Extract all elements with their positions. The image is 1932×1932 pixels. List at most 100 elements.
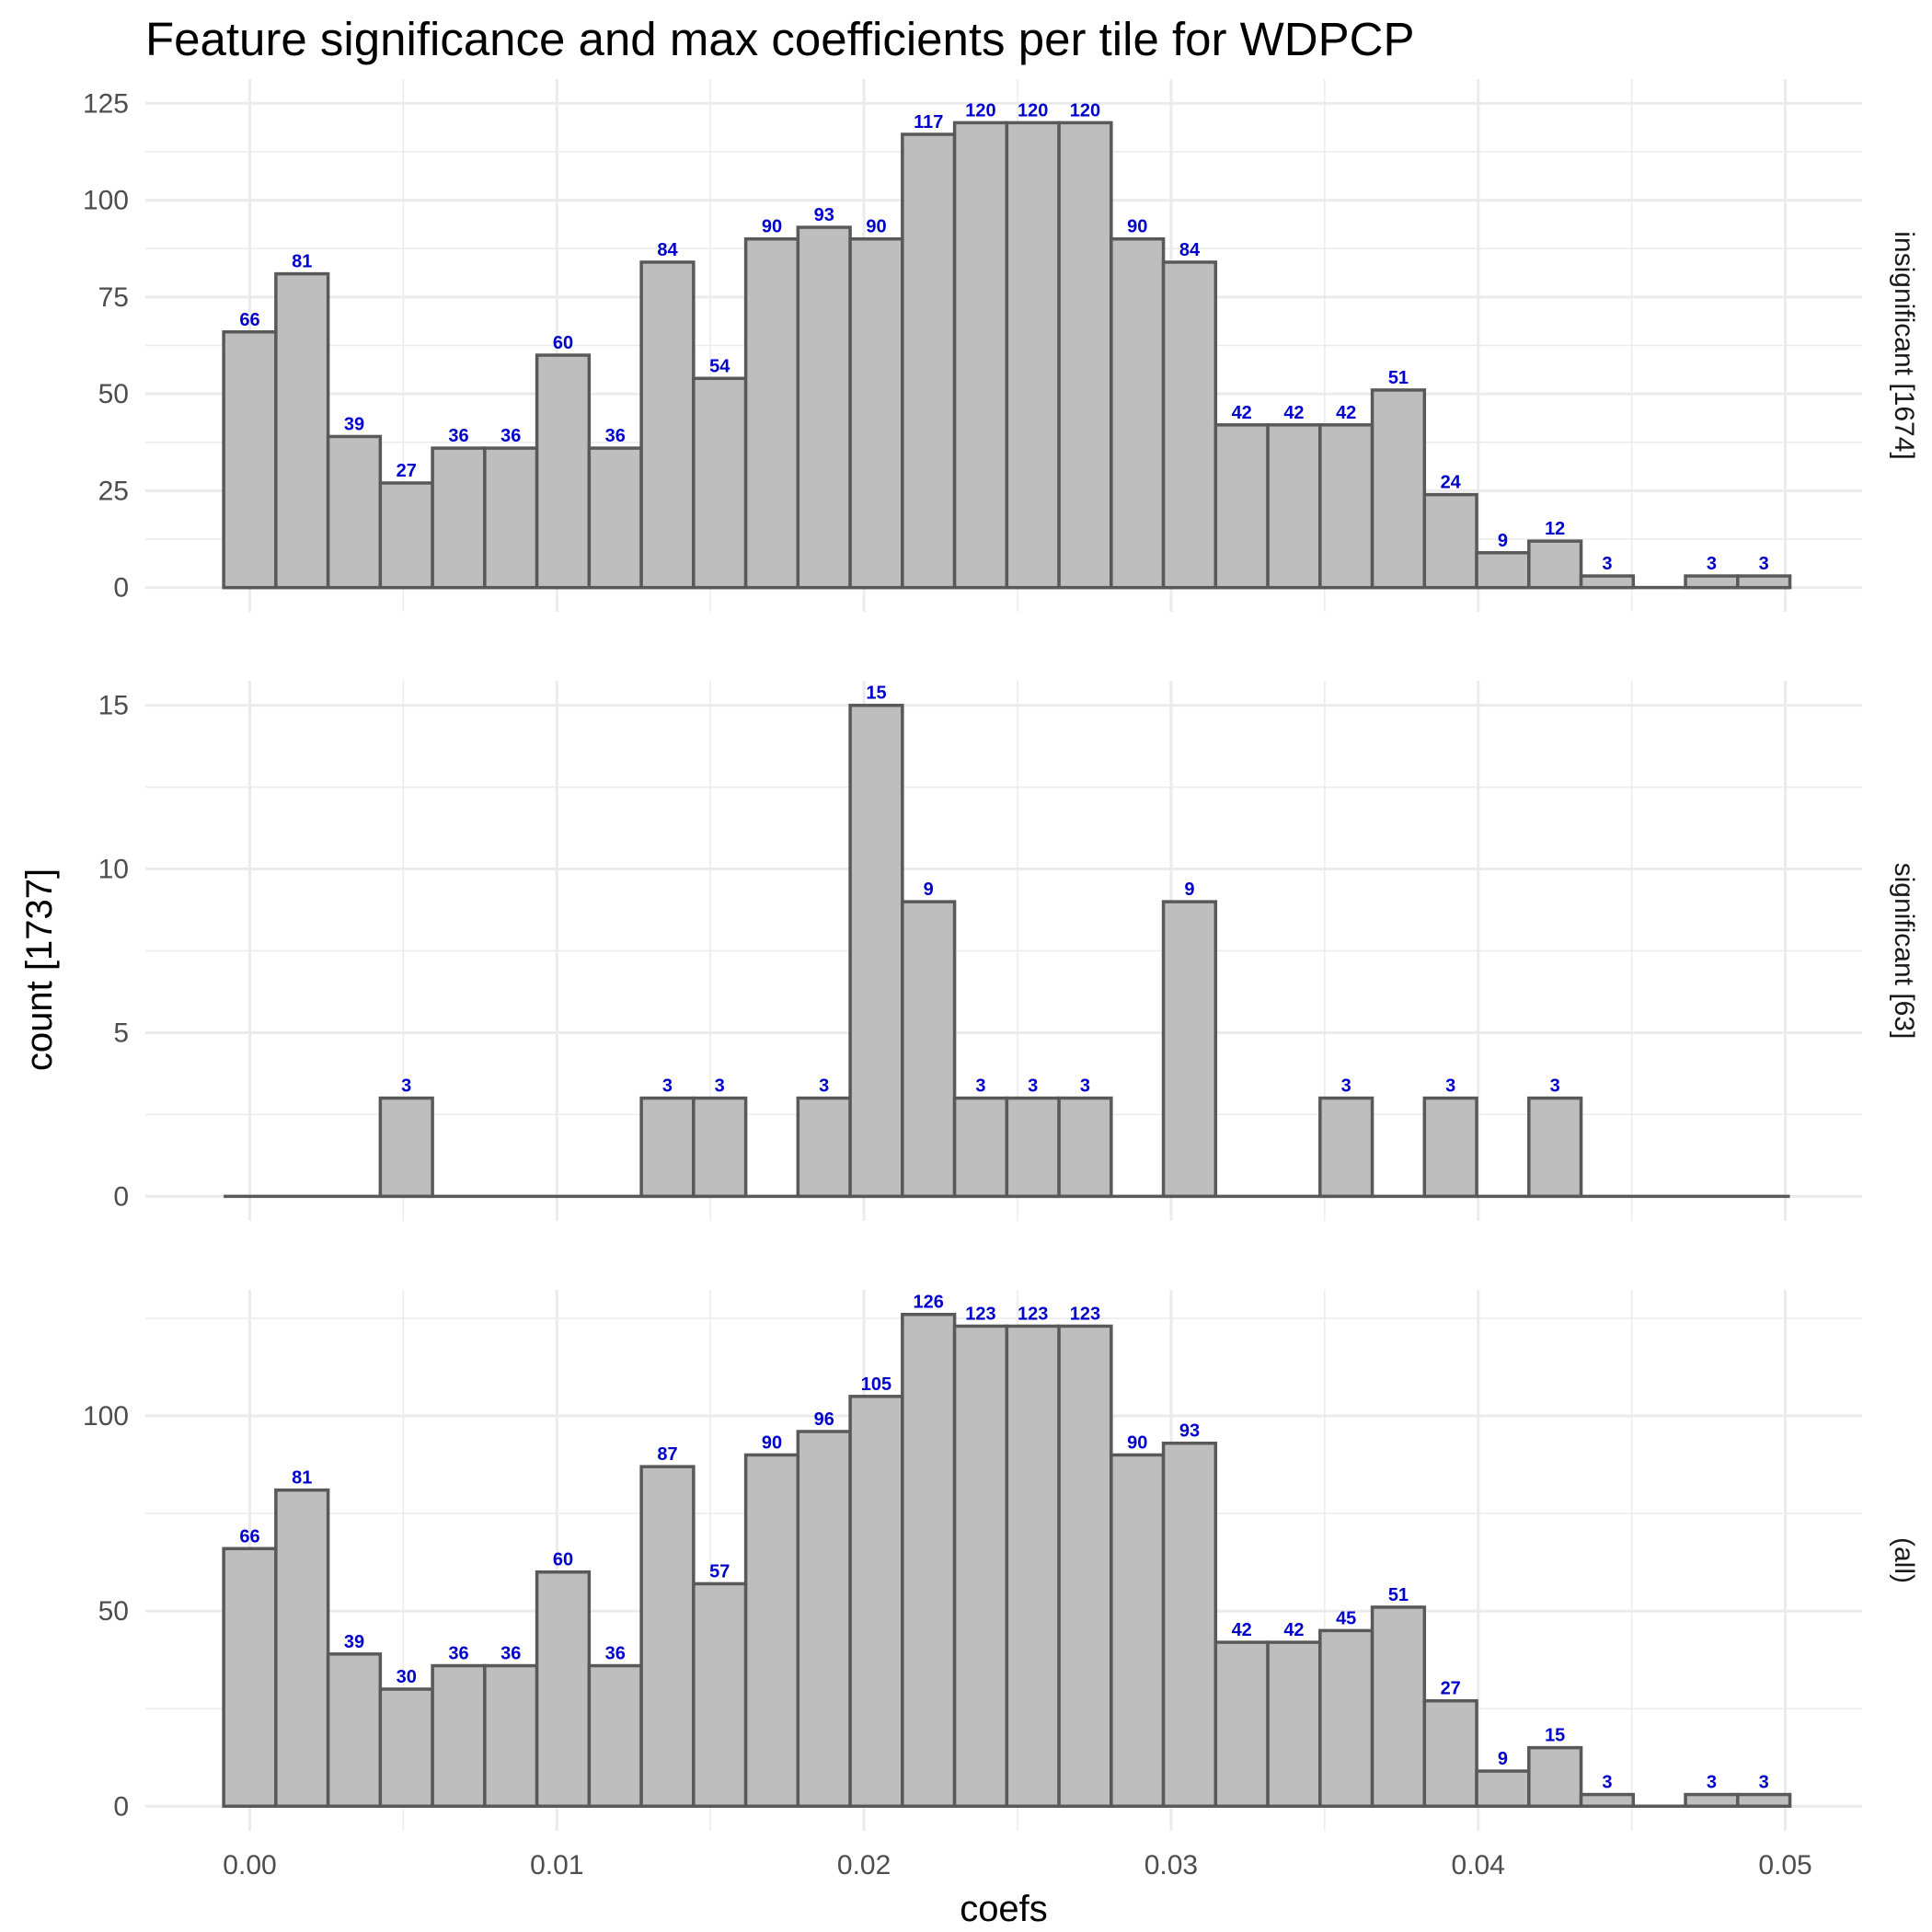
bar-count-label: 36 [448, 1644, 468, 1664]
bar-count-label: 12 [1545, 519, 1565, 539]
histogram-bar [639, 1465, 696, 1809]
histogram-bar [848, 1395, 904, 1809]
histogram-bar [952, 1096, 1009, 1199]
bar-count-label: 36 [500, 426, 521, 446]
x-tick-label: 0.01 [530, 1850, 583, 1880]
histogram-bar [1005, 121, 1061, 590]
panel-significant-63: 0 5 10 15 3 3 3 3 15 9 3 3 3 9 3 3 3 significant [63] [98, 681, 1919, 1221]
histogram-bar [222, 1547, 278, 1809]
bar-count-label: 84 [1179, 240, 1201, 260]
histogram-bar [1370, 1605, 1427, 1809]
bar-count-label: 3 [1759, 1773, 1769, 1793]
bar-count-label: 3 [1759, 554, 1769, 574]
bar-count-label: 9 [1498, 1749, 1508, 1769]
y-axis-title: count [1737] [19, 868, 60, 1071]
histogram-bar [901, 900, 957, 1199]
bar-count-label: 66 [239, 1526, 259, 1547]
histogram-bar [796, 1096, 852, 1199]
histogram-bar [1110, 1453, 1166, 1809]
bar-count-label: 3 [662, 1076, 673, 1097]
bar-count-label: 9 [1184, 880, 1194, 900]
bar-count-label: 87 [657, 1444, 677, 1465]
histogram-bar [1318, 1096, 1374, 1199]
x-tick-label: 0.00 [223, 1850, 276, 1880]
histogram-bar [848, 703, 904, 1199]
y-tick-label: 5 [113, 1018, 129, 1048]
histogram-bar [274, 1488, 330, 1809]
histogram-bar [1475, 1769, 1531, 1809]
histogram-bar [1527, 1745, 1583, 1809]
bar-count-label: 90 [762, 217, 782, 237]
bar-count-label: 3 [1445, 1076, 1455, 1097]
bar-count-label: 42 [1336, 403, 1356, 423]
bar-count-label: 123 [1070, 1304, 1100, 1324]
bar-count-label: 57 [709, 1561, 730, 1581]
bar-count-label: 3 [1341, 1076, 1351, 1097]
bar-count-label: 3 [1707, 1773, 1717, 1793]
histogram-bar [378, 1687, 434, 1809]
bar-count-label: 39 [344, 414, 364, 434]
y-tick-label: 0 [113, 1181, 129, 1212]
facet-strip-label: insignificant [1674] [1889, 231, 1919, 460]
histogram-bar [587, 1663, 643, 1809]
bar-count-label: 93 [1179, 1421, 1200, 1442]
histogram-bar [535, 353, 592, 590]
x-axis-title: coefs [960, 1889, 1048, 1929]
histogram-bar [1579, 574, 1636, 590]
bar-count-label: 90 [762, 1432, 782, 1453]
histogram-bar [692, 1581, 748, 1809]
bar-count-label: 45 [1336, 1608, 1356, 1628]
histogram-bar [692, 1096, 748, 1199]
histogram-bar [743, 236, 800, 590]
histogram-bar [1318, 1628, 1374, 1809]
y-tick-label: 10 [98, 855, 129, 885]
bar-count-label: 66 [239, 310, 259, 330]
histogram-bar [692, 376, 748, 590]
bar-count-label: 36 [605, 1644, 626, 1664]
histogram-bar [1161, 260, 1218, 590]
histogram-bar [1057, 1324, 1113, 1809]
histogram-bar [1266, 423, 1322, 590]
bar-count-label: 60 [553, 1550, 573, 1570]
y-tick-label: 0 [113, 573, 129, 604]
histogram-bar [1422, 492, 1478, 590]
histogram-bar [901, 132, 957, 590]
histogram-bar [483, 446, 539, 590]
bar-count-label: 27 [1441, 1679, 1461, 1699]
bar-count-label: 36 [605, 426, 626, 446]
y-tick-label: 100 [83, 186, 129, 216]
histogram-bar [952, 121, 1009, 590]
bar-count-label: 30 [397, 1667, 417, 1687]
bar-count-label: 3 [1707, 554, 1717, 574]
bar-count-label: 3 [401, 1076, 411, 1097]
bar-count-label: 120 [1070, 100, 1100, 121]
histogram-bar [1370, 388, 1427, 590]
histogram-bar [1736, 574, 1792, 590]
histogram-bar [1161, 1441, 1218, 1809]
histogram-bar [1266, 1640, 1322, 1809]
y-tick-label: 50 [98, 1596, 129, 1627]
histogram-bar [326, 1652, 383, 1809]
y-tick-label: 100 [83, 1401, 129, 1432]
facet-strip-label: (all) [1889, 1537, 1919, 1583]
x-axis: 0.00 0.01 0.02 0.03 0.04 0.05 [223, 1850, 1811, 1880]
bar-count-label: 123 [1018, 1304, 1048, 1324]
histogram-bar [1684, 574, 1740, 590]
y-tick-label: 75 [98, 282, 129, 313]
chart-title: Feature significance and max coefficient… [145, 13, 1415, 65]
bar-count-label: 51 [1388, 1585, 1409, 1605]
histogram-bar [431, 446, 487, 590]
histogram-bar [1422, 1096, 1478, 1199]
bar-count-label: 120 [1018, 100, 1048, 121]
bar-count-label: 3 [1028, 1076, 1038, 1097]
histogram-bar [1579, 1792, 1636, 1809]
bar-count-label: 42 [1232, 403, 1252, 423]
x-tick-label: 0.03 [1144, 1850, 1198, 1880]
histogram-bar [848, 236, 904, 590]
y-tick-label: 50 [98, 379, 129, 409]
histogram-bar [1684, 1792, 1740, 1809]
histogram-bar [1475, 551, 1531, 590]
